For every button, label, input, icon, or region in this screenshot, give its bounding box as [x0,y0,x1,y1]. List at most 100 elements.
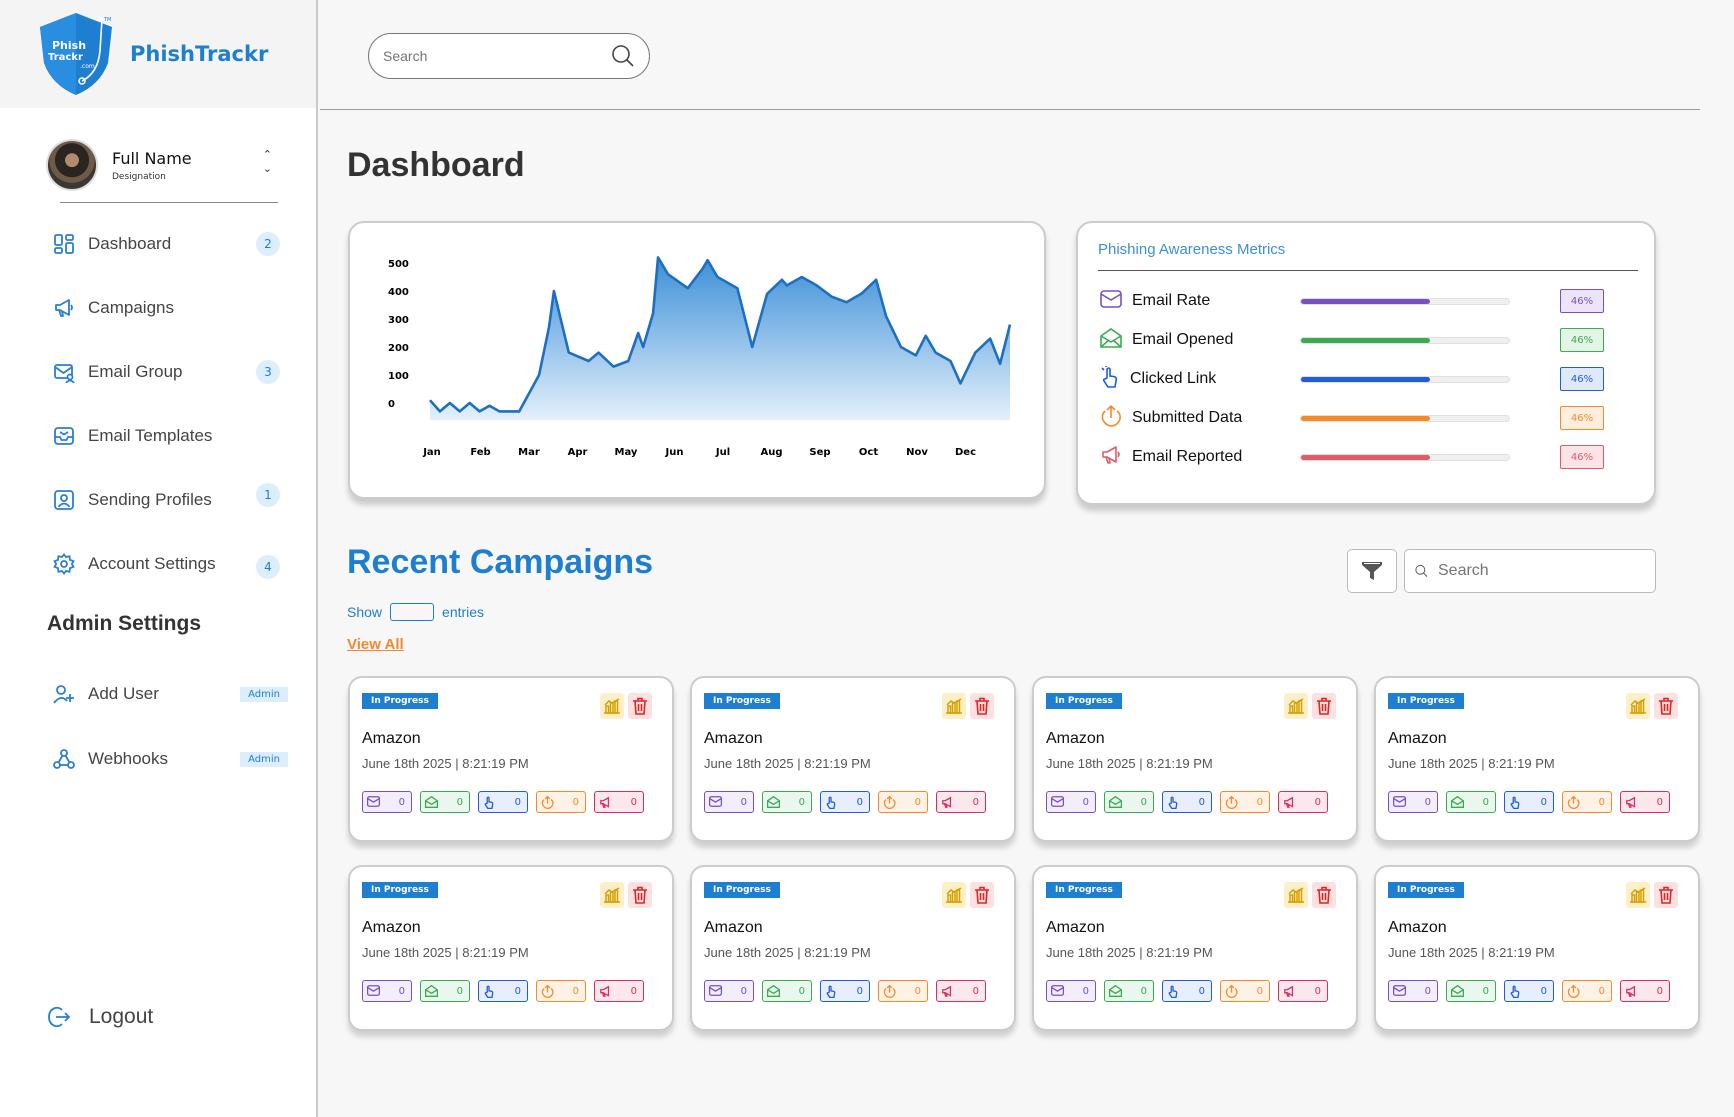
stat-value: 0 [1540,985,1547,997]
campaign-stat: 0 [1220,791,1270,813]
y-tick-label: 400 [388,287,409,298]
stat-value: 0 [1082,985,1089,997]
filter-button[interactable] [1347,549,1397,593]
analytics-button[interactable] [1626,882,1650,908]
submitted-icon [883,984,896,998]
campaign-name: Amazon [1046,919,1105,936]
phishtrackr-logo[interactable]: Phish Trackr .com TM [36,11,116,97]
analytics-button[interactable] [600,693,624,719]
analytics-button[interactable] [1284,693,1308,719]
show-label: Show [347,604,383,620]
stat-value: 0 [456,796,463,808]
campaign-card[interactable]: In Progress Amazon June 18th 2025 | 8:21:1… [348,865,674,1031]
sidebar-item-sending-profiles[interactable]: Sending Profiles 1 [52,483,288,515]
stat-value: 0 [1256,796,1263,808]
analytics-button[interactable] [942,693,966,719]
campaign-stat: 0 [820,980,870,1002]
search-input[interactable] [383,48,611,64]
sidebar-item-account-settings[interactable]: Account Settings 4 [52,549,288,579]
bar-chart-icon [1288,887,1304,903]
sidebar-item-add-user[interactable]: Add User Admin [52,679,288,709]
stat-value: 0 [514,796,521,808]
bar-chart-icon [1288,698,1304,714]
y-tick-label: 500 [388,259,409,270]
trash-icon [1317,697,1331,715]
sidebar-item-label: Account Settings [88,554,216,573]
analytics-button[interactable] [1626,693,1650,719]
brand-name: PhishTrackr [130,42,269,66]
opened-icon [767,984,780,998]
admin-tag: Admin [240,686,288,702]
avatar [46,139,98,191]
series-line [429,256,1012,413]
campaign-stat: 0 [1278,791,1328,813]
analytics-button[interactable] [600,882,624,908]
campaign-date: June 18th 2025 | 8:21:19 PM [1046,945,1213,960]
user-profile[interactable]: Full Name Designation ⌃ ⌄ [46,138,278,192]
view-all-link[interactable]: View All [347,636,404,653]
campaign-card[interactable]: In Progress Amazon June 18th 2025 | 8:21:1… [690,865,1016,1031]
campaign-date: June 18th 2025 | 8:21:19 PM [704,945,871,960]
campaign-stat: 0 [820,791,870,813]
delete-button[interactable] [1654,693,1678,719]
svg-text:.com: .com [80,63,95,70]
delete-button[interactable] [970,693,994,719]
count-badge: 2 [256,232,280,256]
sidebar-item-email-templates[interactable]: Email Templates [52,421,288,451]
status-badge: In Progress [1046,882,1122,898]
stat-value: 0 [1198,796,1205,808]
clicked-icon [825,985,838,998]
campaign-date: June 18th 2025 | 8:21:19 PM [704,756,871,771]
campaign-card[interactable]: In Progress Amazon June 18th 2025 | 8:21:1… [1032,676,1358,842]
sidebar-item-webhooks[interactable]: Webhooks Admin [52,744,288,774]
metric-percent: 46% [1560,328,1604,352]
campaign-stats: 0 0 0 0 0 [1046,980,1328,1002]
analytics-button[interactable] [942,882,966,908]
envelope-icon [1100,290,1122,312]
campaign-card[interactable]: In Progress Amazon June 18th 2025 | 8:21:1… [348,676,674,842]
delete-button[interactable] [1312,693,1336,719]
profile-name: Full Name [112,148,192,168]
delete-button[interactable] [628,693,652,719]
campaign-stat: 0 [878,791,928,813]
trash-icon [633,697,647,715]
sent-icon [367,795,380,809]
campaign-card[interactable]: In Progress Amazon June 18th 2025 | 8:21:1… [1374,676,1700,842]
profile-divider [60,202,278,203]
profile-toggle-icon[interactable]: ⌃ ⌄ [262,148,272,175]
metric-progress-bar [1300,414,1510,422]
stat-value: 0 [1540,796,1547,808]
campaign-card[interactable]: In Progress Amazon June 18th 2025 | 8:21:1… [1374,865,1700,1031]
campaign-stat: 0 [362,980,412,1002]
entries-count-input[interactable] [390,603,435,621]
logout-button[interactable]: Logout [47,1005,153,1029]
reported-icon [1625,985,1638,998]
campaign-stat: 0 [478,791,528,813]
delete-button[interactable] [970,882,994,908]
stat-value: 0 [1256,985,1263,997]
search-icon[interactable] [611,44,635,68]
campaign-name: Amazon [1388,919,1447,936]
y-tick-label: 200 [388,343,409,354]
analytics-button[interactable] [1284,882,1308,908]
stat-value: 0 [1314,796,1321,808]
delete-button[interactable] [1312,882,1336,908]
stat-value: 0 [630,985,637,997]
submitted-icon [1567,795,1580,809]
submitted-icon [541,984,554,998]
sidebar-item-email-group[interactable]: Email Group 3 [52,357,288,387]
dashboard-icon [52,232,76,256]
sidebar-item-dashboard[interactable]: Dashboard 2 [52,229,288,259]
campaign-search[interactable] [1404,549,1656,593]
stat-value: 0 [798,796,805,808]
campaign-card[interactable]: In Progress Amazon June 18th 2025 | 8:21:1… [1032,865,1358,1031]
stat-value: 0 [398,796,405,808]
campaign-card[interactable]: In Progress Amazon June 18th 2025 | 8:21:1… [690,676,1016,842]
campaign-search-input[interactable] [1438,562,1645,580]
global-search[interactable] [368,33,650,79]
sidebar-item-campaigns[interactable]: Campaigns [52,293,288,323]
delete-button[interactable] [628,882,652,908]
campaign-stat: 0 [936,791,986,813]
metric-label: Email Opened [1132,331,1234,348]
delete-button[interactable] [1654,882,1678,908]
